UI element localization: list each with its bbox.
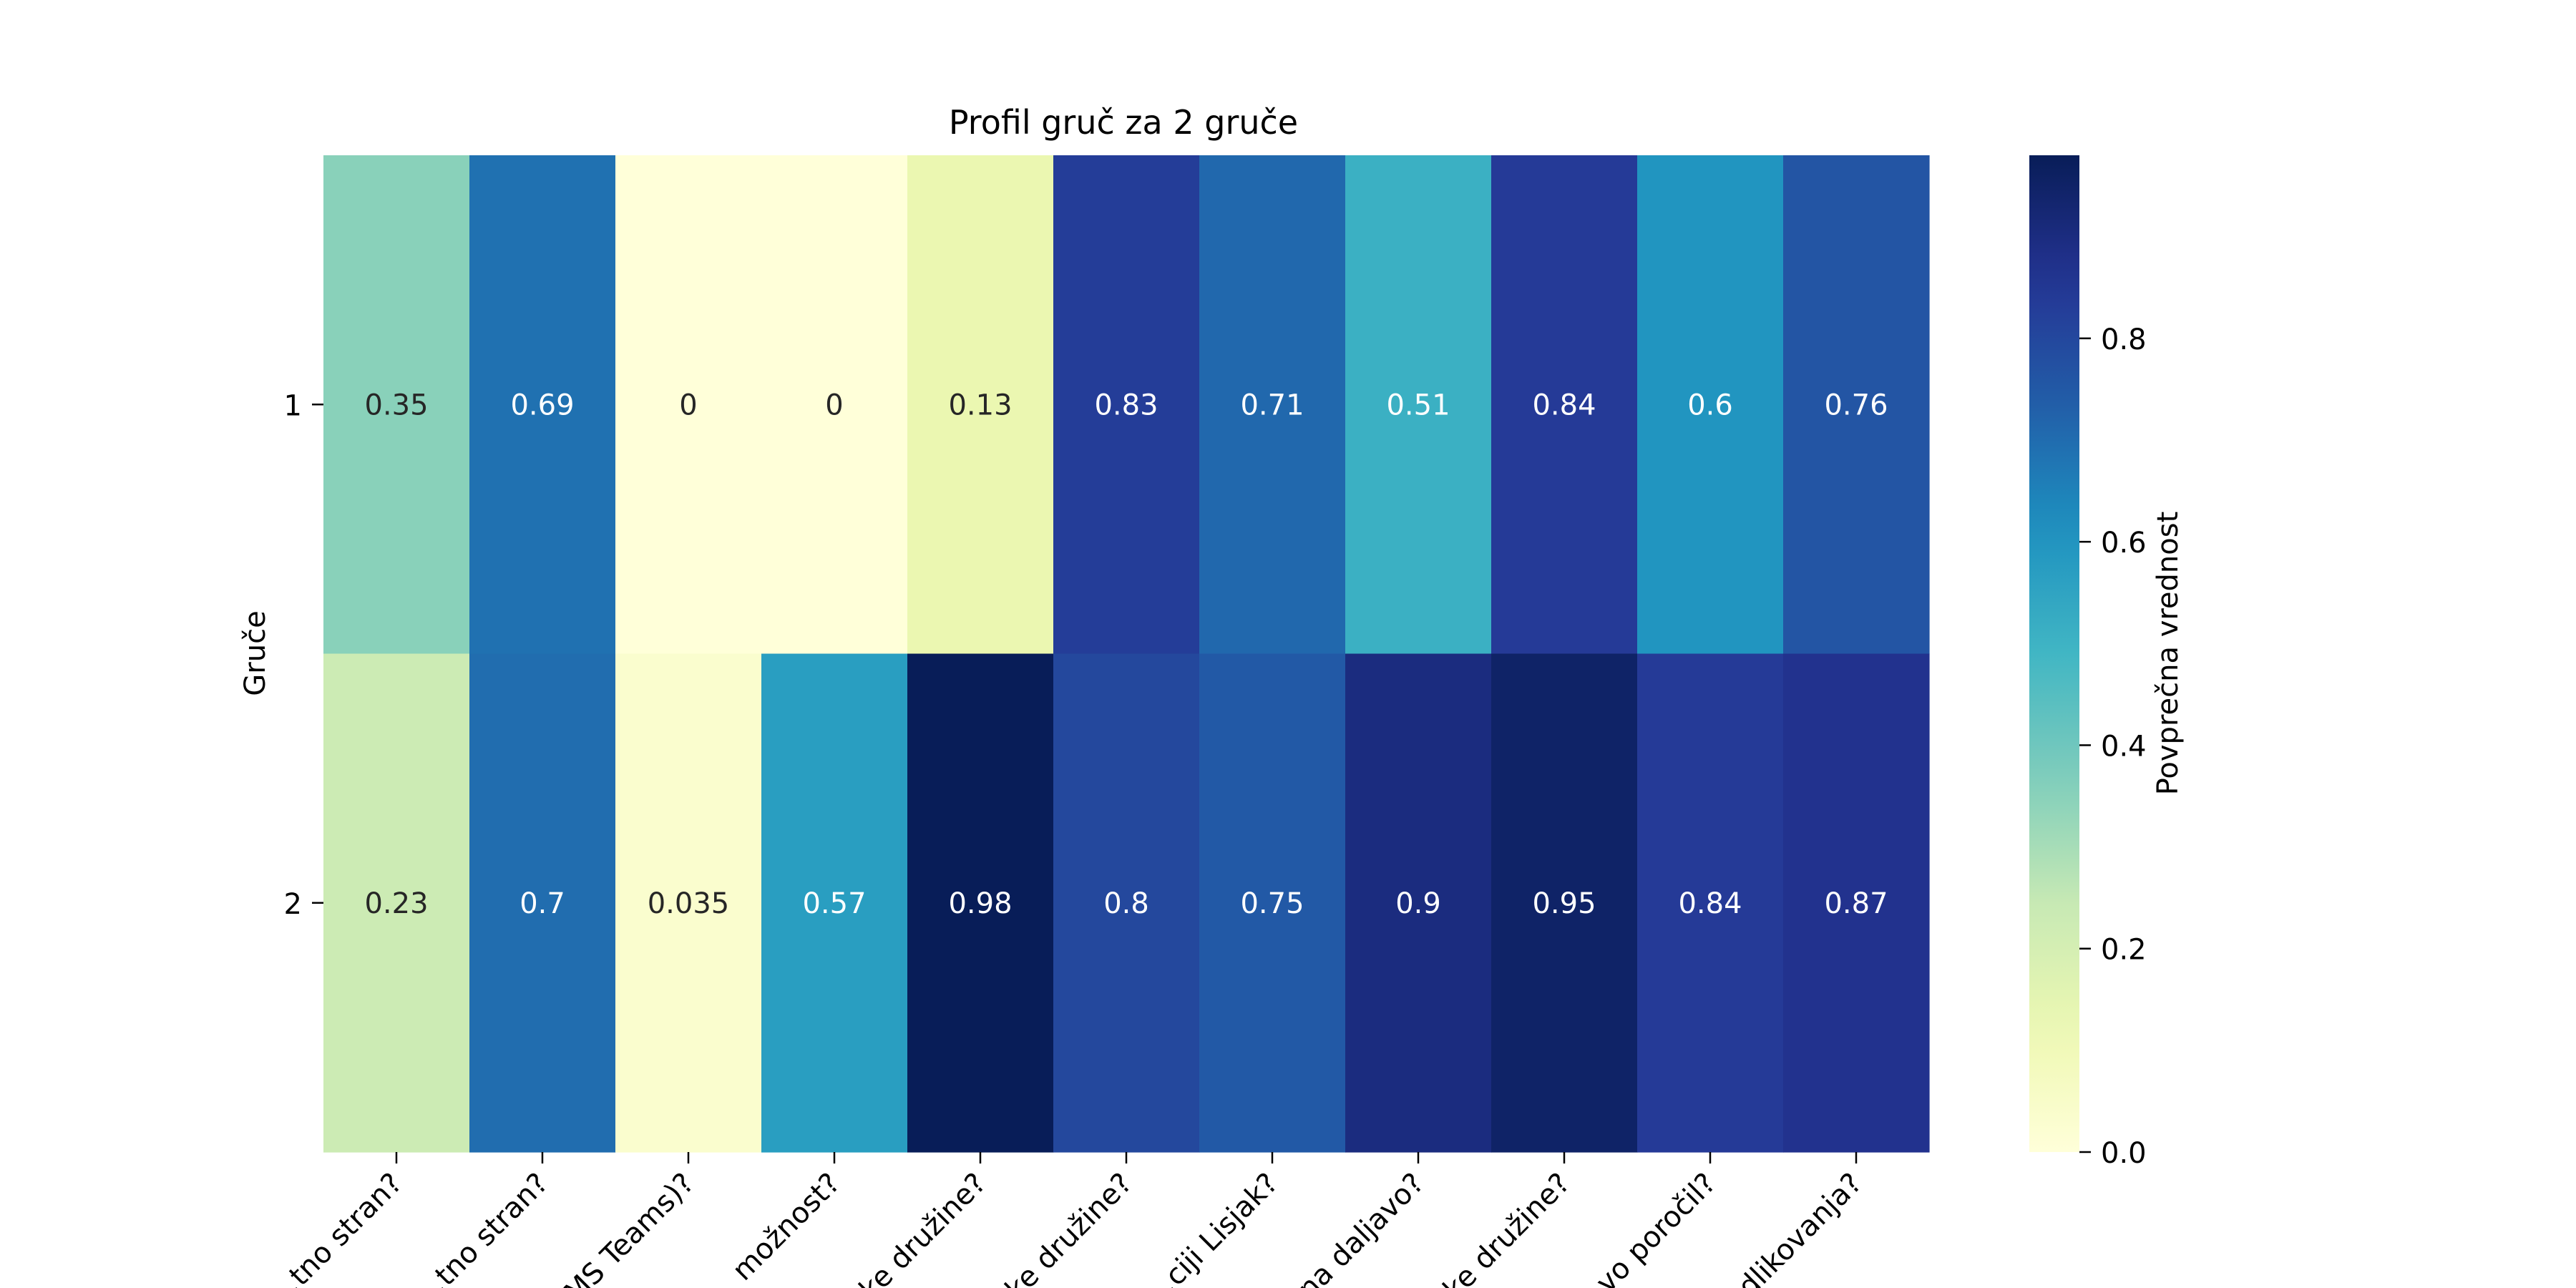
colorbar-tick-label: 0.4 [2101,730,2147,763]
cell-value-label: 0.95 [1532,887,1596,920]
cell-value-label: 0.83 [1094,389,1158,421]
heatmap-cell [907,155,1054,655]
heatmap-cell [907,653,1054,1153]
heatmap-cell [615,155,762,655]
x-tick-label: …vo poročil? [1569,1167,1722,1288]
x-tick-label: …dlikovanja? [1712,1167,1868,1288]
heatmap-cell [615,653,762,1153]
cell-value-label: 0.57 [802,887,866,920]
cell-value-label: 0.51 [1386,389,1450,421]
cell-value-label: 0.84 [1532,389,1596,421]
heatmap-cell [469,155,616,655]
cell-value-label: 0.71 [1240,389,1304,421]
heatmap-cell [323,653,470,1153]
heatmap-cell [1783,653,1930,1153]
x-tick-label: …ke družine? [1417,1167,1576,1288]
x-tick-label: …na daljavo? [1272,1167,1430,1288]
y-tick-label: 1 [284,389,302,422]
heatmap-cell [1491,653,1638,1153]
heatmap-cell [1637,155,1784,655]
heatmap-cell [1053,653,1200,1153]
x-tick-label: …tno stran? [263,1167,409,1288]
cell-value-label: 0.23 [364,887,428,920]
heatmap-cell [1053,155,1200,655]
heatmap-cell [1345,653,1492,1153]
cell-value-label: 0.7 [519,887,565,920]
heatmap-cell [1783,155,1930,655]
y-axis-label: Gruče [239,610,272,696]
x-tick-label: …ke družine? [833,1167,992,1288]
colorbar-tick-label: 0.0 [2101,1137,2147,1170]
x-tick-label: …ke družine? [979,1167,1138,1288]
x-tick-label: …ciji Lisjak? [1138,1167,1284,1288]
cell-value-label: 0.84 [1678,887,1742,920]
heatmap-cell-labels: 0.35 0.69 0 0 0.13 0.83 0.71 0.51 0.84 0.6 0.76 0.2… [364,389,1888,920]
heatmap-cells [323,155,1930,1153]
y-tick-label: 2 [284,888,302,921]
cell-value-label: 0.35 [364,389,428,421]
cell-value-label: 0.69 [510,389,574,421]
x-tick-label: …tno stran? [409,1167,555,1288]
cell-value-label: 0 [679,389,697,421]
x-tick-label: … možnost? [699,1167,847,1288]
cell-value-label: 0.035 [648,887,730,920]
colorbar-ticks: 0.0 0.2 0.4 0.6 0.8 [2079,323,2147,1170]
x-tick-label: …MS Teams)? [537,1167,701,1288]
heatmap-cell [1637,653,1784,1153]
colorbar-tick-label: 0.6 [2101,527,2147,560]
chart-title: Profil gruč za 2 gruče [949,103,1298,142]
heatmap-cell [1345,155,1492,655]
heatmap-cell [1491,155,1638,655]
cell-value-label: 0.87 [1824,887,1888,920]
colorbar-label: Povprečna vrednost [2152,512,2185,796]
cell-value-label: 0.98 [948,887,1012,920]
cell-value-label: 0.13 [948,389,1012,421]
y-axis-ticks: 12 [284,389,323,921]
cell-value-label: 0 [825,389,843,421]
cell-value-label: 0.75 [1240,887,1304,920]
heatmap-cell [761,155,908,655]
cell-value-label: 0.6 [1687,389,1733,421]
heatmap-cell [469,653,616,1153]
heatmap-cell [761,653,908,1153]
heatmap-cell [323,155,470,655]
cell-value-label: 0.76 [1824,389,1888,421]
colorbar [2029,155,2079,1152]
cell-value-label: 0.8 [1103,887,1149,920]
x-axis-ticks: …tno stran? …tno stran?…MS Teams)?… možno… [263,1152,1868,1288]
colorbar-tick-label: 0.2 [2101,934,2147,967]
colorbar-tick-label: 0.8 [2101,323,2147,356]
cell-value-label: 0.9 [1395,887,1441,920]
heatmap-cell [1199,155,1346,655]
heatmap-cell [1199,653,1346,1153]
